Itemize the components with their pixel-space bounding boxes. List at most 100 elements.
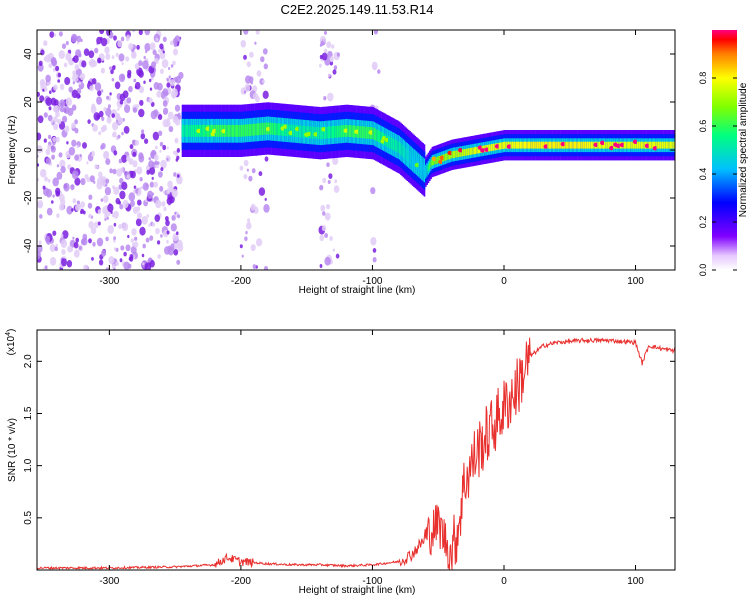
noise-speck [162,100,168,107]
noise-speck [137,199,142,206]
noise-speck [45,148,51,156]
noise-speck [142,60,149,70]
noise-speck [132,206,139,214]
noise-speck [82,210,86,215]
noise-speck [81,60,87,68]
noise-speck [109,92,112,96]
ridge-cell [660,141,663,149]
ridge-cell [447,152,449,160]
noise-speck [52,194,55,198]
noise-speck [326,204,331,210]
noise-speck [144,138,149,144]
noise-speck [254,41,257,45]
ridge-cell [360,126,363,139]
ridge-cell [654,141,656,149]
ridge-cell [338,125,340,138]
ridge-cell [659,141,661,149]
noise-speck [92,124,98,132]
noise-speck [142,262,145,266]
noise-speck [37,163,40,167]
ridge-cell [669,141,672,149]
noise-speck [151,176,154,180]
noise-speck [47,178,51,183]
noise-speck [94,82,102,92]
noise-speck [45,97,52,106]
noise-speck [155,37,159,42]
noise-speck [155,199,162,209]
noise-speck [111,55,115,59]
ridge-cell [626,141,628,149]
noise-speck [332,69,337,75]
noise-speck [263,63,268,70]
ridge-cell [443,154,446,162]
noise-speck [133,185,137,189]
ridge-cell [302,125,305,138]
ridge-cell [472,147,474,155]
ridge-cell [539,141,542,149]
noise-speck [97,165,100,170]
x-tick-label: 0 [501,276,507,287]
ridge-cell [505,141,507,149]
noise-speck [332,248,336,252]
noise-speck [139,187,142,191]
noise-speck [104,186,111,196]
noise-speck [53,123,59,131]
noise-speck [333,185,340,194]
ridge-cell [201,124,203,137]
noise-speck [118,73,126,83]
ridge-cell [340,125,343,138]
noise-speck [176,259,181,265]
noise-speck [149,166,156,175]
noise-speck [133,78,137,83]
spectrogram-y-ticks: -40 -20 0 20 40 [23,48,675,253]
noise-speck [63,182,70,192]
noise-speck [89,175,95,183]
ridge-cell [648,141,651,149]
ridge-cell [623,141,626,149]
noise-speck [97,90,102,97]
noise-speck [172,233,179,242]
colorbar-ticks: 0.0 0.2 0.4 0.6 0.8 [698,72,737,276]
noise-speck [138,108,145,118]
noise-speck [170,64,174,68]
noise-speck [163,190,166,194]
ridge-cell [571,141,573,149]
ridge-cell [394,139,397,152]
noise-speck [59,203,65,211]
noise-speck [324,48,328,54]
ridge-cell [200,124,202,137]
noise-speck [138,154,145,163]
noise-speck [256,70,262,77]
ridge-cell [288,124,290,137]
ridge-peak [221,129,227,134]
noise-speck [91,78,97,85]
noise-speck [122,90,129,99]
noise-speck [159,185,164,192]
noise-speck [158,171,163,178]
noise-speck [135,218,142,227]
ridge-cell [188,124,190,137]
noise-speck [153,154,159,161]
noise-speck [89,152,92,156]
x-tick-label: -200 [231,276,251,287]
noise-speck [60,166,66,174]
noise-speck [144,30,151,36]
ridge-peak [615,143,622,148]
noise-speck [115,197,121,205]
ridge-cell [568,141,570,149]
noise-speck [74,119,78,125]
ridge-cell [217,124,219,137]
noise-speck [76,35,82,43]
ridge-cell [519,141,522,149]
ridge-cell [582,141,585,149]
ridge-cell [244,124,247,137]
ridge-cell [322,127,325,139]
noise-speck [334,179,338,184]
ridge-peak [196,128,202,134]
noise-speck [263,204,270,213]
noise-speck [58,152,63,158]
ridge-cell [586,141,589,149]
noise-speck [101,116,105,122]
ridge-cell [661,141,664,149]
ridge-cell [567,141,569,149]
